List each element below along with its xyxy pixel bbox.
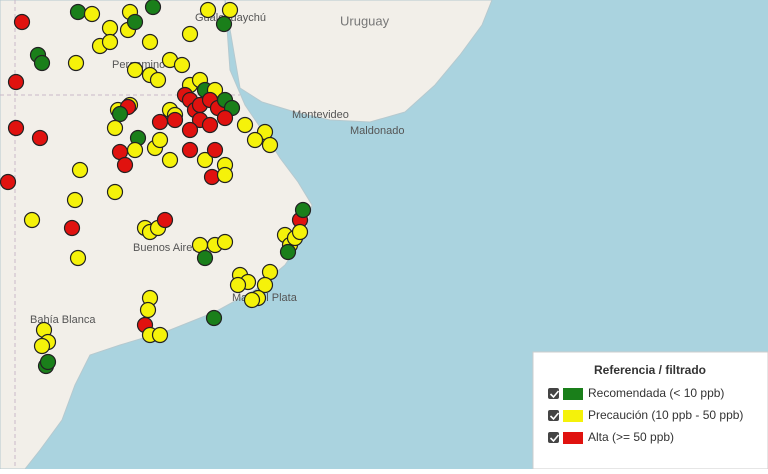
station-dot — [199, 1, 217, 19]
check-mark — [549, 434, 560, 443]
station-dot — [294, 201, 312, 219]
station-dot — [67, 54, 85, 72]
station-dot — [216, 166, 234, 184]
legend-swatch — [563, 388, 583, 400]
station-dot — [243, 291, 261, 309]
station-dot — [181, 121, 199, 139]
legend-label: Alta (>= 50 ppb) — [588, 430, 674, 444]
station-dot — [33, 337, 51, 355]
station-dot — [101, 19, 119, 37]
legend-label: Recomendada (< 10 ppb) — [588, 386, 724, 400]
station-dot — [66, 191, 84, 209]
station-dot — [0, 173, 17, 191]
station-dot — [291, 223, 309, 241]
station-dot — [166, 111, 184, 129]
legend-items: Recomendada (< 10 ppb) Precaución (10 ppb… — [548, 386, 743, 444]
station-dot — [33, 54, 51, 72]
station-dot — [7, 73, 25, 91]
land-uruguay — [224, 0, 493, 123]
checkbox[interactable] — [548, 410, 559, 421]
station-dot — [256, 276, 274, 294]
station-dot — [205, 309, 223, 327]
station-dot — [181, 141, 199, 159]
place-label: Uruguay — [340, 13, 390, 28]
station-dot — [196, 249, 214, 267]
station-dot — [83, 5, 101, 23]
station-dot — [126, 13, 144, 31]
legend: Referencia / filtrado Recomendada (< 10 … — [532, 351, 768, 470]
station-dot — [215, 15, 233, 33]
station-dot — [151, 131, 169, 149]
station-dot — [229, 276, 247, 294]
station-dot — [141, 33, 159, 51]
station-dot — [69, 249, 87, 267]
station-dot — [106, 119, 124, 137]
station-dot — [71, 161, 89, 179]
station-dot — [126, 141, 144, 159]
place-label: Buenos Aires — [133, 242, 198, 254]
station-dot — [151, 326, 169, 344]
station-dot — [106, 183, 124, 201]
station-dot — [63, 219, 81, 237]
station-dot — [139, 301, 157, 319]
station-dot — [279, 243, 297, 261]
station-dot — [39, 353, 57, 371]
place-label: Montevideo — [292, 109, 349, 121]
station-dot — [181, 25, 199, 43]
legend-swatch — [563, 432, 583, 444]
check-mark — [549, 412, 560, 421]
station-dot — [201, 116, 219, 134]
station-dot — [31, 129, 49, 147]
station-dot — [7, 119, 25, 137]
legend-label: Precaución (10 ppb - 50 ppb) — [588, 408, 743, 422]
station-dot — [144, 0, 162, 16]
station-dot — [116, 156, 134, 174]
station-dot — [69, 3, 87, 21]
station-dot — [196, 151, 214, 169]
station-dot — [101, 33, 119, 51]
station-dot — [246, 131, 264, 149]
station-dot — [161, 151, 179, 169]
station-dot — [206, 141, 224, 159]
station-dot — [221, 1, 239, 19]
dots — [0, 0, 312, 375]
station-dot — [111, 105, 129, 123]
place-label: Maldonado — [350, 125, 404, 137]
station-dot — [23, 211, 41, 229]
station-dot — [126, 61, 144, 79]
check-mark — [549, 390, 560, 399]
station-dot — [216, 109, 234, 127]
station-dot — [151, 113, 169, 131]
station-dot — [173, 56, 191, 74]
legend-title: Referencia / filtrado — [594, 363, 706, 377]
station-dot — [13, 13, 31, 31]
checkbox[interactable] — [548, 388, 559, 399]
checkbox[interactable] — [548, 432, 559, 443]
station-dot — [261, 136, 279, 154]
station-dot — [216, 233, 234, 251]
legend-swatch — [563, 410, 583, 422]
station-dot — [156, 211, 174, 229]
station-dot — [236, 116, 254, 134]
station-dot — [149, 71, 167, 89]
